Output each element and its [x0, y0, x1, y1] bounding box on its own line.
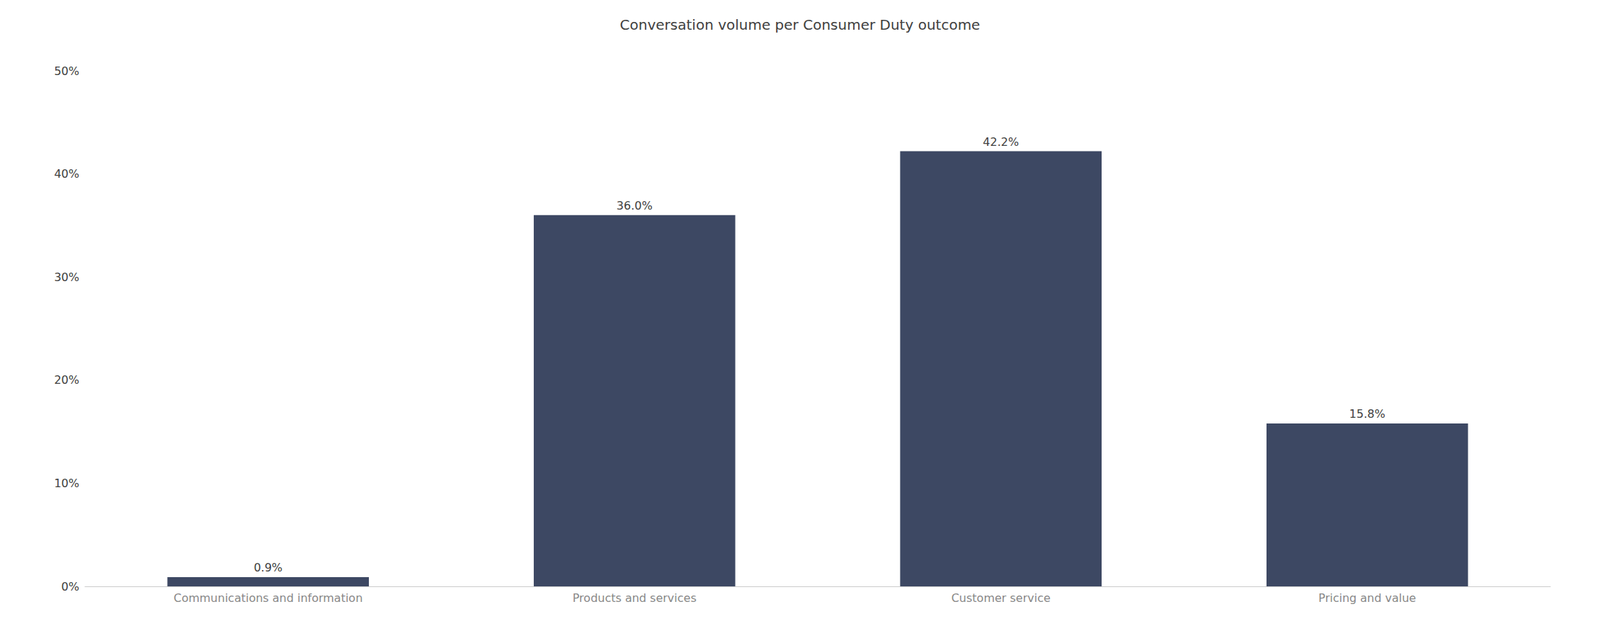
svg-text:50%: 50% [53, 64, 80, 78]
svg-text:30%: 30% [53, 270, 80, 284]
svg-text:10%: 10% [53, 476, 80, 490]
svg-text:0%: 0% [61, 579, 80, 594]
svg-text:20%: 20% [53, 373, 80, 387]
svg-text:Pricing and value: Pricing and value [1318, 591, 1416, 605]
svg-text:Products and services: Products and services [572, 591, 697, 605]
svg-text:Customer service: Customer service [951, 591, 1051, 605]
svg-text:Communications and information: Communications and information [173, 591, 363, 605]
svg-text:40%: 40% [53, 167, 80, 181]
svg-text:Conversation volume per Consum: Conversation volume per Consumer Duty ou… [620, 16, 981, 34]
svg-text:42.2%: 42.2% [982, 135, 1019, 149]
svg-text:36.0%: 36.0% [616, 198, 653, 213]
svg-text:0.9%: 0.9% [253, 560, 283, 575]
svg-text:15.8%: 15.8% [1349, 407, 1386, 421]
